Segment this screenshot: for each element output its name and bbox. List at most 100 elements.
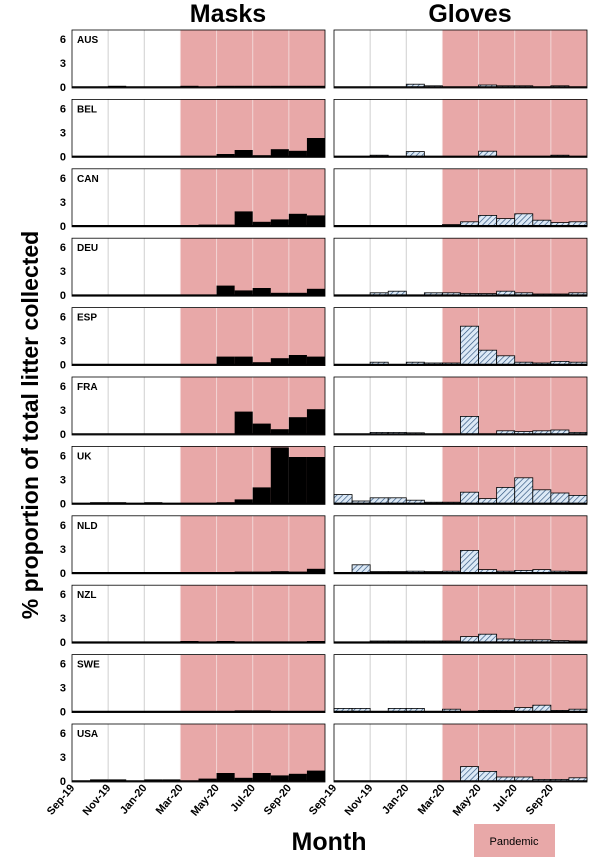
glove-bar [514, 477, 534, 504]
glove-bar [532, 704, 552, 713]
mask-bar [288, 292, 307, 296]
legend-swatch-pandemic [474, 824, 555, 857]
mask-bar [252, 362, 271, 365]
y-tick-label: 3 [60, 197, 66, 209]
x-tick-label: May-20 [189, 782, 222, 818]
plot-frame [333, 168, 588, 228]
y-tick-label: 3 [60, 336, 66, 348]
x-tick-label: Nov-19 [343, 782, 376, 818]
y-tick-label: 6 [60, 659, 66, 671]
mask-bar [252, 487, 271, 504]
x-tick-label: Mar-20 [416, 782, 448, 817]
country-row-aus: 0 3 6 AUS [60, 29, 588, 94]
country-row-nzl: 0 3 6 NZL [60, 584, 588, 649]
plot-frame [71, 237, 326, 297]
plot-frame [333, 654, 588, 713]
plot-masks-usa [71, 723, 326, 783]
x-tick-label: Jul-20 [490, 782, 520, 814]
plot-masks-esp [71, 307, 326, 367]
x-tick-label: Nov-19 [81, 782, 114, 818]
plot-frame [71, 29, 326, 89]
mask-bar [234, 777, 253, 781]
plot-frame [71, 168, 326, 228]
mask-bar [234, 411, 253, 434]
plot-gloves-bel [333, 99, 588, 158]
glove-bar [568, 494, 588, 504]
legend: Pandemic [474, 824, 555, 857]
y-tick-label: 0 [60, 776, 66, 788]
glove-bar [496, 486, 516, 504]
plot-gloves-aus [333, 29, 588, 89]
plot-gloves-uk [333, 445, 588, 505]
country-row-swe: 0 3 6 SWE [60, 654, 588, 719]
glove-bar [351, 564, 371, 574]
y-tick-label: 3 [60, 474, 66, 486]
plot-masks-fra [71, 376, 326, 436]
plot-gloves-swe [333, 654, 588, 713]
mask-bar [306, 568, 325, 573]
mask-bar [252, 288, 271, 296]
mask-bar [270, 775, 289, 781]
mask-bar [288, 213, 307, 226]
mask-bar [288, 457, 307, 504]
y-tick-label: 0 [60, 82, 66, 94]
mask-bar [306, 138, 325, 157]
country-code-label: BEL [77, 104, 97, 115]
plot-gloves-usa [333, 723, 588, 783]
x-axis-label: Month [292, 828, 367, 856]
plot-gloves-esp [333, 307, 588, 367]
mask-bar [234, 150, 253, 157]
y-tick-label: 6 [60, 173, 66, 185]
mask-bar [306, 770, 325, 781]
plot-masks-bel [71, 99, 326, 158]
glove-bar [460, 415, 479, 435]
mask-bar [216, 154, 235, 157]
mask-bar [216, 285, 235, 296]
x-tick-label: Jan-20 [380, 782, 412, 816]
mask-bar [306, 457, 325, 504]
mask-bar [288, 355, 307, 365]
glove-bar [478, 349, 498, 366]
plot-frame [333, 584, 588, 644]
glove-bar [460, 491, 479, 504]
y-axis-label: % proportion of total litter collected [17, 231, 43, 619]
glove-bar [478, 771, 498, 782]
x-tick-label: Sep-20 [262, 782, 294, 817]
plot-frame [71, 723, 326, 783]
x-tick-label: Jan-20 [118, 782, 150, 816]
glove-bar [333, 494, 353, 504]
plot-frame [333, 307, 588, 367]
y-tick-label: 6 [60, 589, 66, 601]
plot-frame [333, 723, 588, 783]
mask-bar [234, 356, 253, 365]
plot-masks-uk [71, 445, 326, 505]
y-tick-label: 6 [60, 450, 66, 462]
plot-frame [71, 99, 326, 158]
glove-bar [550, 492, 570, 504]
plot-masks-can [71, 168, 326, 228]
country-row-usa: 0 3 6 USA [60, 723, 588, 788]
mask-bar [270, 149, 289, 157]
glove-bar [496, 355, 516, 365]
mask-bar [288, 773, 307, 781]
mask-bar [216, 773, 235, 781]
country-code-label: ESP [77, 313, 97, 324]
y-tick-label: 6 [60, 728, 66, 740]
plot-frame [71, 307, 326, 367]
mask-bar [252, 773, 271, 781]
y-tick-label: 0 [60, 707, 66, 719]
plot-masks-deu [71, 237, 326, 297]
country-code-label: UK [77, 451, 92, 462]
plot-frame [333, 99, 588, 158]
mask-bar [234, 211, 253, 226]
mask-bar [270, 358, 289, 365]
y-tick-label: 3 [60, 58, 66, 70]
y-tick-label: 0 [60, 498, 66, 510]
x-tick-label: May-20 [451, 782, 484, 818]
country-row-bel: 0 3 6 BEL [60, 99, 588, 163]
glove-bar [532, 489, 552, 504]
glove-bar [460, 550, 479, 574]
country-row-esp: 0 3 6 ESP [60, 307, 588, 372]
x-tick-label: Sep-19 [307, 782, 339, 817]
